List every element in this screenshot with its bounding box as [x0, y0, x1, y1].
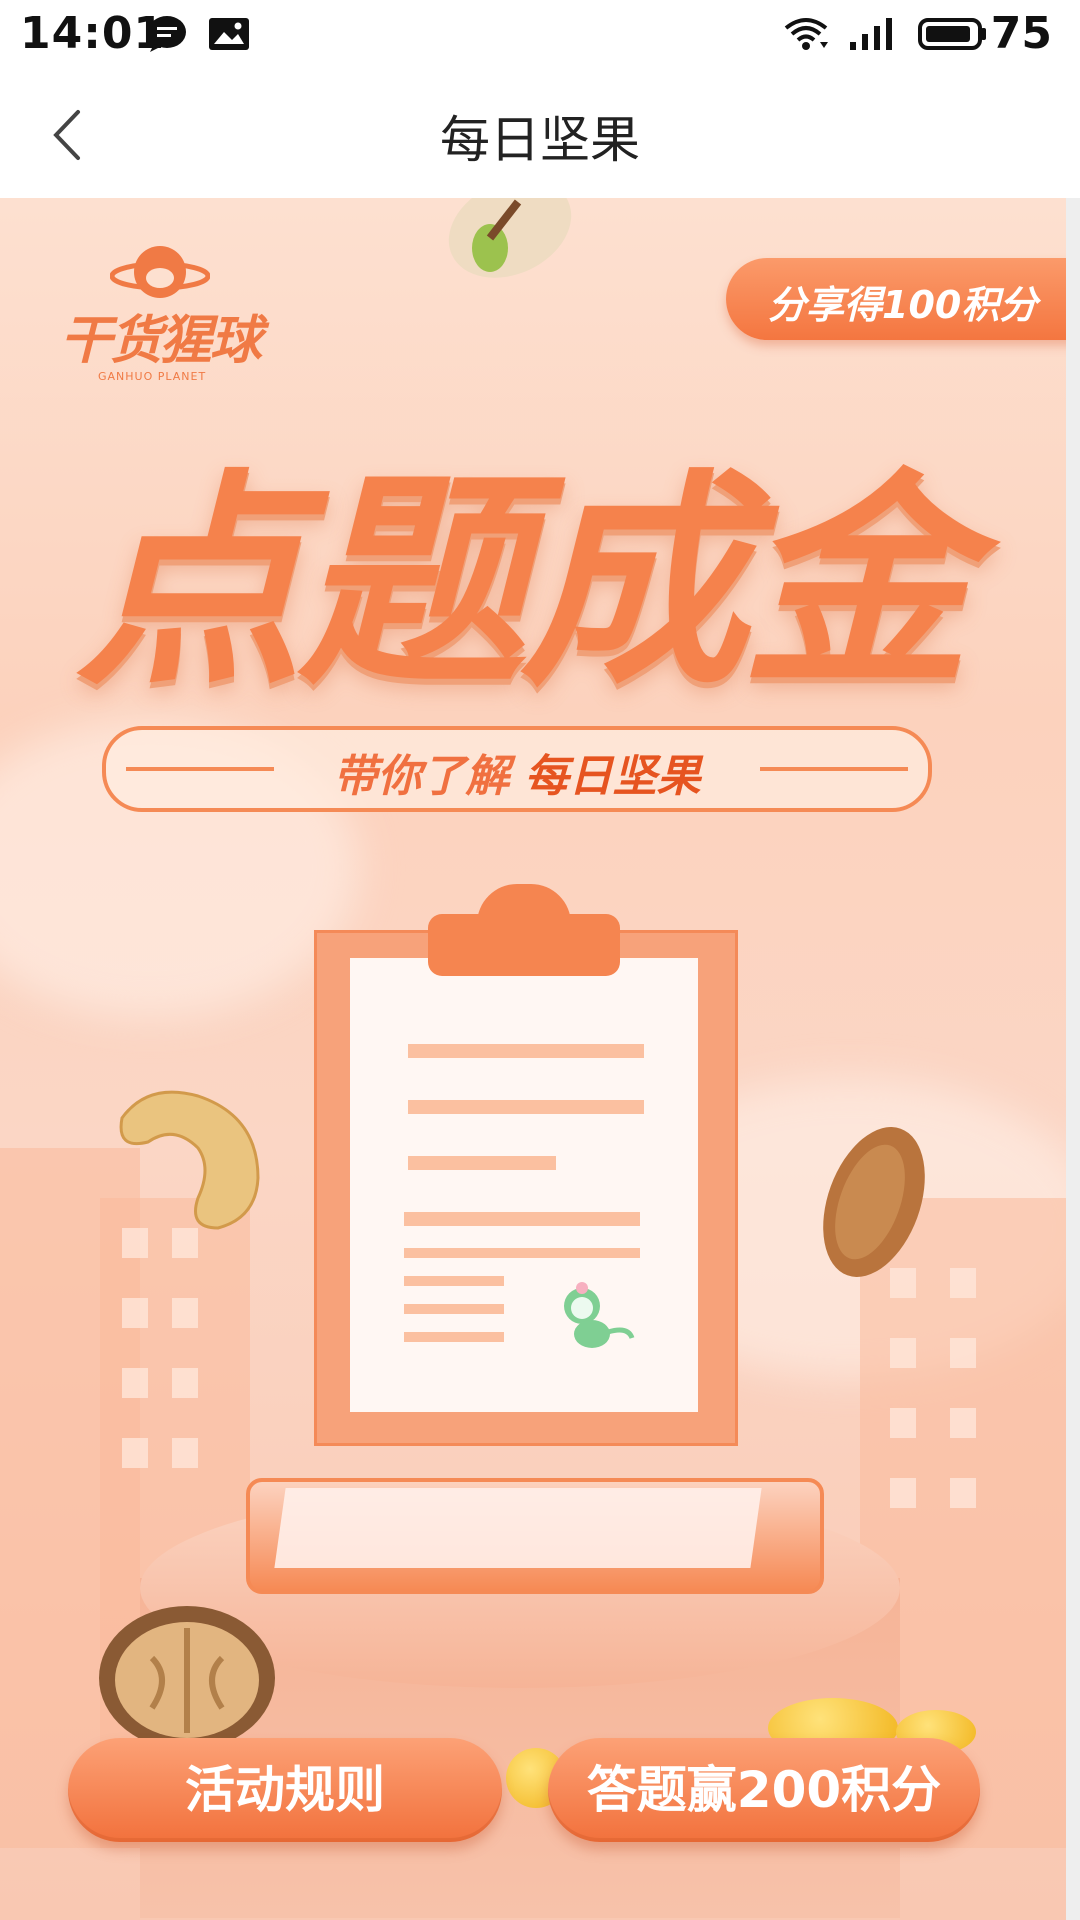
- share-button[interactable]: 分享得100积分: [726, 258, 1066, 340]
- subtitle-prefix: 带你了解: [333, 751, 525, 802]
- pistachio-image: [448, 198, 572, 278]
- clipboard-clip: [428, 914, 620, 976]
- monkey-mascot-icon: [564, 1282, 635, 1348]
- status-time: 14:01: [20, 8, 166, 59]
- clipboard-line: [404, 1212, 640, 1226]
- clipboard-line: [408, 1156, 556, 1170]
- activity-banner: 干货猩球 GANHUO PLANET 分享得100积分 点题成金 带你了解 每日…: [0, 198, 1066, 1920]
- signal-icon: [850, 18, 892, 50]
- share-button-label: 分享得100积分: [768, 283, 1038, 327]
- subtitle-line-left: [126, 767, 274, 771]
- ganhuo-planet-logo: 干货猩球 GANHUO PLANET: [60, 238, 262, 388]
- chat-bubble-icon: [148, 16, 186, 52]
- status-bar: 14:01 75: [0, 0, 1080, 72]
- page-title: 每日坚果: [440, 111, 640, 169]
- logo-text: 干货猩球: [60, 311, 262, 371]
- headline: 点题成金: [76, 450, 970, 716]
- battery-level: 75: [990, 8, 1052, 59]
- clipboard-paper: [350, 958, 698, 1412]
- wifi-icon: [784, 18, 828, 50]
- clipboard-line: [404, 1304, 504, 1314]
- nav-bar: 每日坚果: [0, 72, 1080, 198]
- subtitle-text: 带你了解 每日坚果: [106, 740, 928, 804]
- logo-subtitle: GANHUO PLANET: [98, 370, 207, 383]
- chevron-left-icon[interactable]: [38, 100, 98, 170]
- answer-quiz-button[interactable]: 答题赢200积分: [548, 1738, 980, 1842]
- battery-icon: [918, 18, 986, 50]
- activity-rules-button[interactable]: 活动规则: [68, 1738, 502, 1842]
- clipboard-line: [408, 1100, 644, 1114]
- monkey-planet-icon: [110, 246, 210, 298]
- walnut-image: [99, 1606, 275, 1748]
- clipboard-line: [404, 1276, 504, 1286]
- right-edge-strip: [1066, 198, 1080, 1920]
- clipboard-line: [404, 1332, 504, 1342]
- subtitle-line-right: [760, 767, 908, 771]
- clipboard-line: [404, 1248, 640, 1258]
- phone-screen: [274, 1488, 762, 1568]
- cashew-image: [119, 1090, 260, 1230]
- clipboard-line: [408, 1044, 644, 1058]
- almond-image: [823, 1127, 925, 1277]
- image-icon: [209, 18, 249, 50]
- subtitle-pill: 带你了解 每日坚果: [102, 726, 932, 812]
- subtitle-emphasis: 每日坚果: [524, 751, 701, 802]
